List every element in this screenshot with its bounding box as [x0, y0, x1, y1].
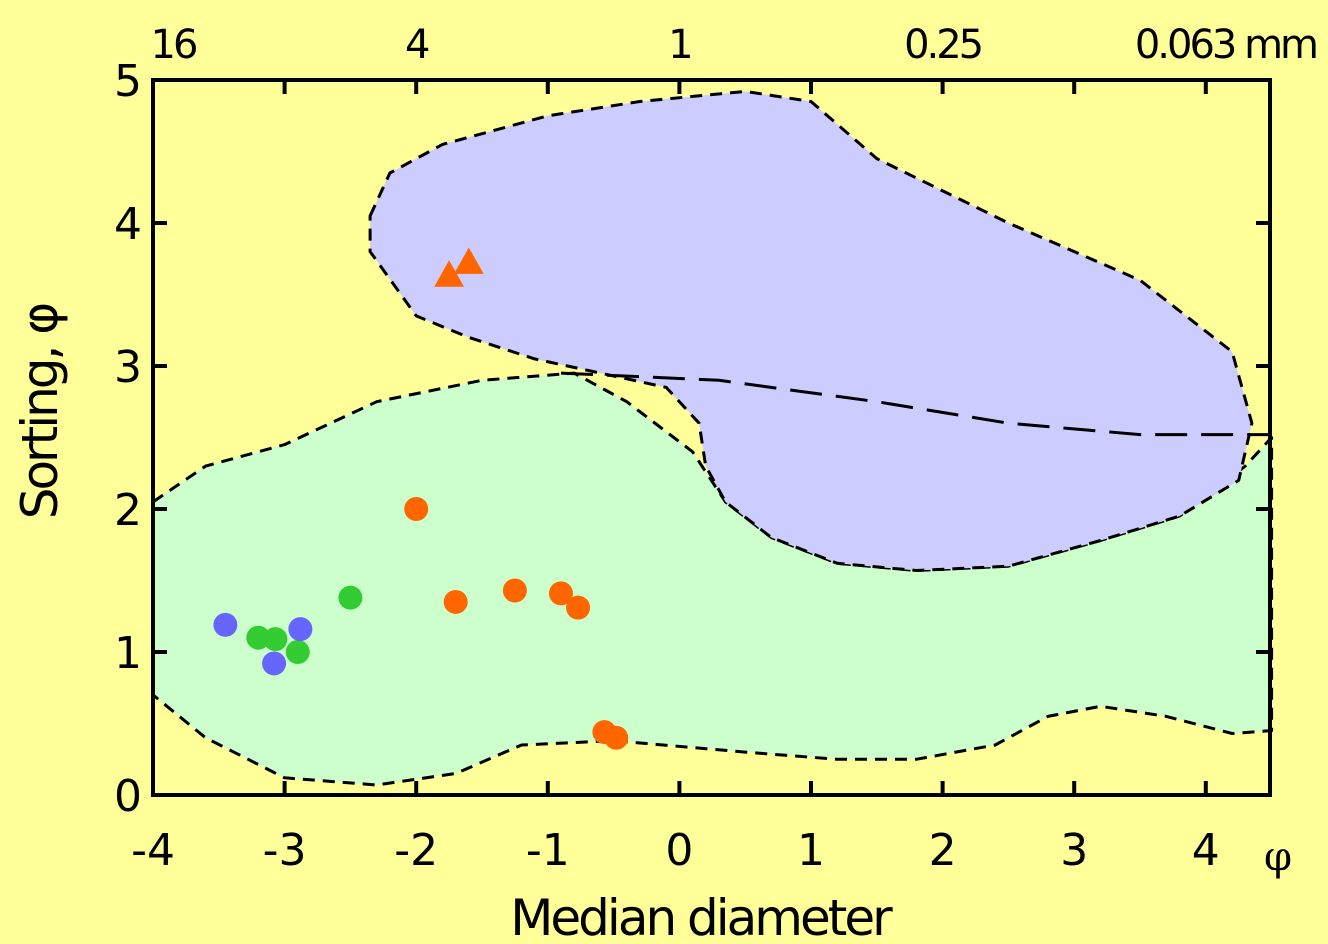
ticks	[151, 78, 1270, 797]
data-point-circle	[566, 595, 591, 620]
boundary-line-group	[560, 371, 1272, 437]
top-tick-label: 16	[151, 22, 196, 68]
y-axis-title: Sorting, φ	[11, 304, 69, 520]
top-tick-label: 0.25	[904, 22, 981, 68]
x-axis-title: Median diameter	[510, 889, 893, 944]
y-tick-label: 3	[114, 342, 142, 393]
top-tick-label: 4	[405, 22, 429, 68]
data-point-circle	[285, 640, 310, 664]
x-tick-label: 2	[929, 825, 957, 876]
y-tick-label: 0	[114, 771, 142, 822]
data-point-circle	[246, 625, 271, 650]
data-point-circle	[213, 612, 238, 637]
data-point-circle	[443, 589, 468, 614]
plot-frame	[151, 78, 1272, 797]
top-tick-label: 1	[668, 22, 690, 68]
tick-labels: -4 -3 -2 -1 0 1 2 3 4 0 1 2 3 4 516 4 1 0.25 0.063 mm	[114, 22, 1319, 876]
data-point-triangle	[453, 247, 484, 274]
data-point-triangle	[434, 260, 464, 287]
regions	[151, 89, 1274, 787]
data-point-circle	[263, 627, 288, 652]
x-axis-unit: φ	[1264, 834, 1292, 880]
x-tick-label: 4	[1192, 825, 1220, 876]
x-tick-label: 1	[797, 825, 825, 876]
x-tick-label: -1	[526, 825, 570, 876]
y-tick-label: 4	[114, 199, 142, 250]
data-point-circle	[604, 725, 629, 750]
data-point-circle	[404, 497, 429, 521]
data-point-circle	[288, 617, 313, 642]
x-tick-label: -4	[131, 825, 175, 876]
x-tick-label: 0	[665, 825, 693, 876]
data-point-circle	[548, 581, 573, 606]
x-tick-label: -2	[394, 825, 438, 876]
data-points	[213, 247, 629, 750]
top-tick-label: 0.063 mm	[1135, 22, 1316, 68]
data-point-circle	[262, 651, 287, 676]
y-tick-label: 5	[114, 56, 142, 107]
x-tick-label: 3	[1060, 825, 1088, 876]
data-point-circle	[502, 578, 527, 603]
region-0	[151, 371, 1274, 787]
y-tick-label: 1	[114, 628, 142, 679]
boundary-line	[560, 371, 1272, 437]
y-tick-label: 2	[114, 485, 142, 536]
x-tick-label: -3	[263, 825, 307, 876]
data-point-circle	[338, 585, 363, 610]
region-1	[368, 89, 1254, 572]
